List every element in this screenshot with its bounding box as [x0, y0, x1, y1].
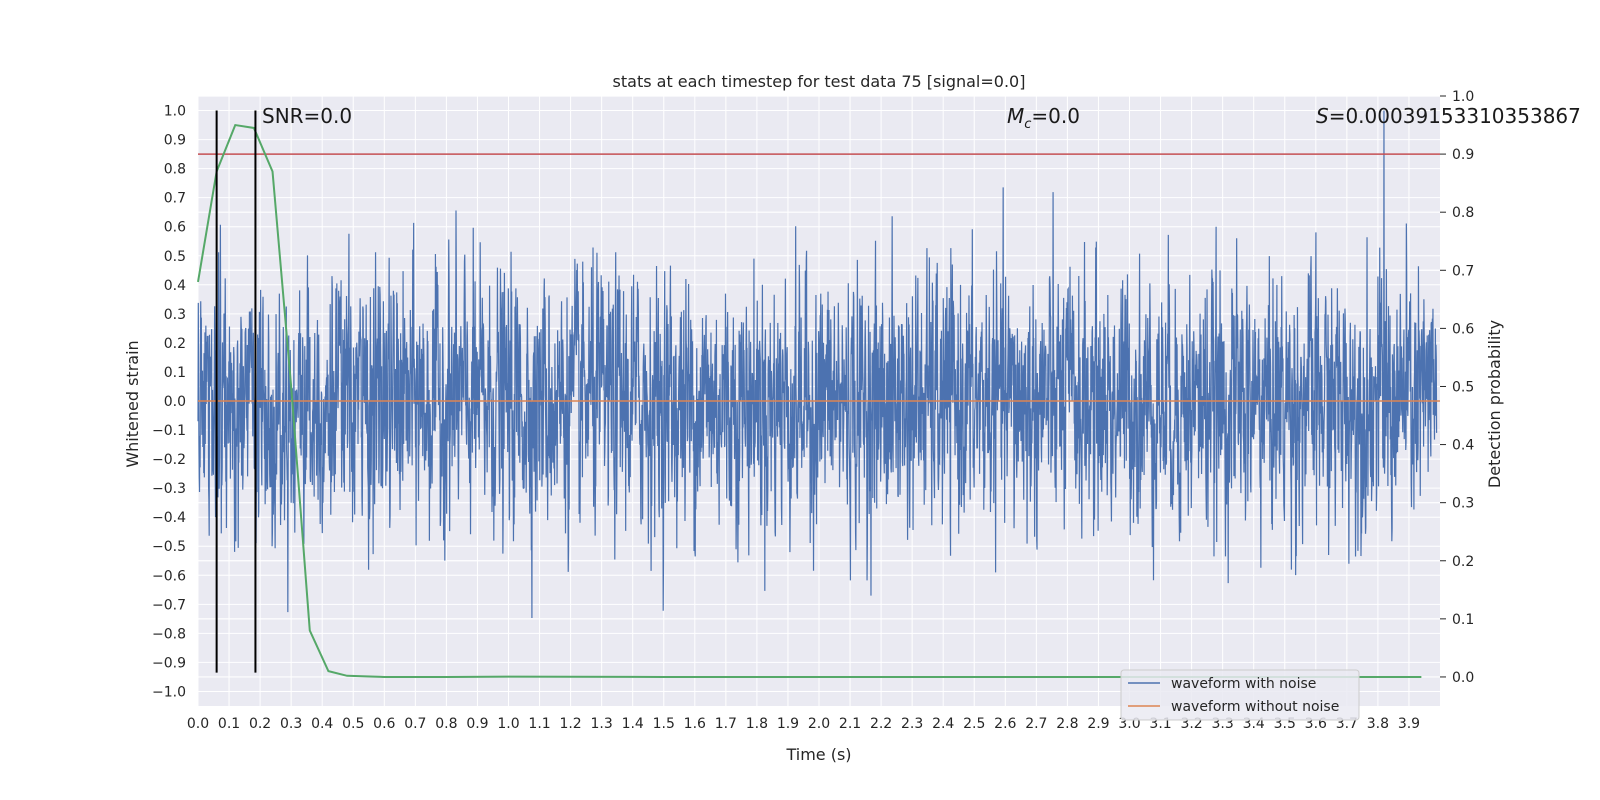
- snr-annotation: SNR=0.0: [262, 104, 352, 128]
- ticks: 0.0 0.1 0.2 0.3 0.4 0.5 0.6 0.7 0.8 0.9 1.0 1.1 1.2 1…: [152, 89, 1474, 732]
- x-tick-label: 0.9: [466, 716, 488, 732]
- y-tick-label: −0.3: [152, 481, 186, 497]
- y2-tick-label: 0.3: [1452, 496, 1474, 512]
- y-tick-label: 0.4: [164, 278, 186, 294]
- x-tick-label: 1.9: [777, 716, 799, 732]
- series-waveform-with-noise: [197, 110, 1438, 619]
- y-tick-label: 0.2: [164, 336, 186, 352]
- y-tick-label: −0.8: [152, 626, 186, 642]
- x-tick-label: 0.2: [249, 716, 271, 732]
- x-tick-label: 3.9: [1398, 716, 1420, 732]
- x-tick-label: 0.7: [404, 716, 426, 732]
- y-tick-label: 0.5: [164, 249, 186, 265]
- y-tick-label: 0.6: [164, 220, 186, 236]
- x-tick-label: 3.8: [1367, 716, 1389, 732]
- x-tick-label: 0.6: [373, 716, 395, 732]
- y-tick-label: −0.4: [152, 510, 186, 526]
- y-tick-label: 0.1: [164, 365, 186, 381]
- mc-annotation: Mc=0.0: [1007, 104, 1080, 132]
- series-detection-probability: [197, 123, 1422, 678]
- x-tick-label: 0.1: [218, 716, 240, 732]
- y2-tick-label: 0.1: [1452, 612, 1474, 628]
- y-axis-label: Whitened strain: [123, 340, 142, 467]
- y-tick-label: −0.7: [152, 597, 186, 613]
- plot-area: [197, 110, 1440, 678]
- chart-title: stats at each timestep for test data 75 …: [613, 72, 1026, 91]
- x-tick-label: 1.5: [653, 716, 675, 732]
- y-tick-label: 0.0: [164, 394, 186, 410]
- x-tick-label: 2.6: [994, 716, 1016, 732]
- x-tick-label: 1.0: [497, 716, 519, 732]
- y-tick-label: 0.7: [164, 191, 186, 207]
- y-tick-label: −0.1: [152, 423, 186, 439]
- legend-box: [1120, 669, 1360, 721]
- y-tick-label: 0.9: [164, 133, 186, 149]
- y2-tick-label: 0.9: [1452, 147, 1474, 163]
- y-tick-label: −0.6: [152, 568, 186, 584]
- x-tick-label: 0.8: [435, 716, 457, 732]
- legend-label-noise: waveform with noise: [1171, 676, 1316, 692]
- x-tick-label: 1.2: [559, 716, 581, 732]
- x-tick-label: 2.7: [1025, 716, 1047, 732]
- x-tick-label: 0.3: [280, 716, 302, 732]
- y-tick-label: −0.5: [152, 539, 186, 555]
- x-tick-label: 2.3: [901, 716, 923, 732]
- x-tick-label: 2.8: [1056, 716, 1078, 732]
- x-tick-label: 1.1: [528, 716, 550, 732]
- x-tick-label: 0.0: [187, 716, 209, 732]
- legend: waveform with noise waveform without noi…: [1120, 669, 1360, 721]
- y2-axis-label: Detection probability: [1485, 320, 1504, 488]
- y-tick-label: −0.9: [152, 655, 186, 671]
- y2-tick-label: 0.7: [1452, 263, 1474, 279]
- x-tick-label: 2.1: [839, 716, 861, 732]
- x-tick-label: 2.4: [932, 716, 954, 732]
- y2-tick-label: 0.4: [1452, 438, 1474, 454]
- y2-tick-label: 0.6: [1452, 321, 1474, 337]
- y-tick-label: −1.0: [152, 684, 186, 700]
- y-tick-label: 0.8: [164, 162, 186, 178]
- y2-tick-label: 0.8: [1452, 205, 1474, 221]
- x-tick-label: 1.8: [746, 716, 768, 732]
- x-tick-label: 2.0: [808, 716, 830, 732]
- x-tick-label: 2.2: [870, 716, 892, 732]
- x-axis-label: Time (s): [785, 745, 851, 764]
- x-tick-label: 2.5: [963, 716, 985, 732]
- x-tick-label: 1.7: [715, 716, 737, 732]
- x-tick-label: 1.6: [684, 716, 706, 732]
- y2-tick-label: 0.2: [1452, 554, 1474, 570]
- y-tick-label: 1.0: [164, 104, 186, 120]
- y-tick-label: 0.3: [164, 307, 186, 323]
- x-tick-label: 2.9: [1087, 716, 1109, 732]
- x-tick-label: 1.3: [591, 716, 613, 732]
- s-annotation: S=0.00039153310353867: [1316, 104, 1581, 128]
- y2-tick-label: 0.5: [1452, 379, 1474, 395]
- legend-label-clean: waveform without noise: [1171, 699, 1339, 715]
- x-tick-label: 1.4: [622, 716, 644, 732]
- y2-tick-label: 1.0: [1452, 89, 1474, 105]
- x-tick-label: 0.5: [342, 716, 364, 732]
- x-tick-label: 0.4: [311, 716, 333, 732]
- y2-tick-label: 0.0: [1452, 670, 1474, 686]
- y-tick-label: −0.2: [152, 452, 186, 468]
